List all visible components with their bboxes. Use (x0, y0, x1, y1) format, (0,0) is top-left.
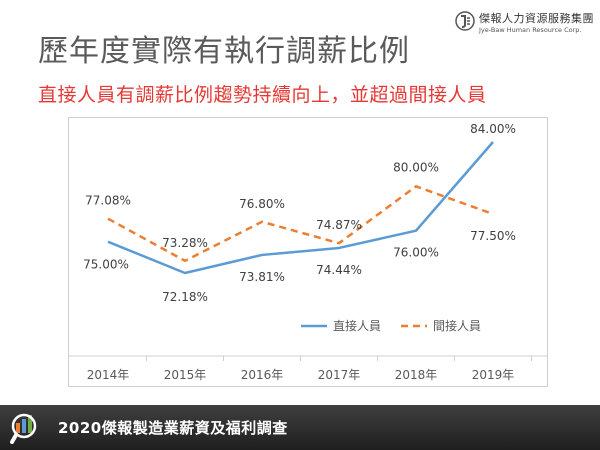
x-tick-label: 2015年 (164, 368, 207, 382)
series-line-indirect (107, 185, 494, 263)
chart-container: 2014年 2015年 2016年 2017年 2018年 2019年 75.00% 72.1… (68, 117, 548, 387)
magnifier-chart-icon (10, 413, 37, 444)
data-label-indirect: 73.28% (162, 236, 208, 250)
x-tick-label: 2018年 (395, 368, 438, 382)
data-label-direct: 76.00% (393, 246, 439, 260)
brand-mark-icon (455, 11, 475, 31)
x-tick-label: 2019年 (472, 368, 515, 382)
data-label-indirect: 77.08% (85, 194, 131, 208)
data-label-indirect: 76.80% (239, 197, 285, 211)
data-label-indirect: 77.50% (470, 229, 516, 243)
x-tick-label: 2016年 (241, 368, 284, 382)
footer-bar: 2020傑報製造業薪資及福利調查 (0, 405, 600, 450)
data-label-indirect: 74.87% (316, 218, 362, 232)
data-label-direct: 75.00% (83, 258, 129, 272)
data-label-direct: 74.44% (316, 263, 362, 277)
footer-survey-title: 2020傑報製造業薪資及福利調查 (58, 419, 288, 437)
legend-label-indirect: 間接人員 (433, 318, 481, 333)
data-label-direct: 72.18% (162, 290, 208, 304)
brand-english-name: Jye-Baw Human Resource Corp. (479, 26, 582, 34)
page-subtitle: 直接人員有調薪比例趨勢持續向上，並超過間接人員 (38, 84, 487, 106)
page-title: 歷年度實際有執行調薪比例 (38, 34, 410, 69)
data-label-direct: 73.81% (239, 270, 285, 284)
brand-logo: 傑報人力資源服務集團 Jye-Baw Human Resource Corp. (455, 8, 595, 42)
line-chart: 2014年 2015年 2016年 2017年 2018年 2019年 75.00% 72.1… (69, 122, 547, 382)
data-label-indirect: 80.00% (393, 160, 439, 174)
data-label-direct: 84.00% (470, 122, 516, 136)
brand-name: 傑報人力資源服務集團 (479, 12, 594, 25)
series-line-direct (107, 141, 494, 275)
x-tick-label: 2014年 (87, 368, 130, 382)
x-tick-label: 2017年 (318, 368, 361, 382)
legend-label-direct: 直接人員 (333, 318, 381, 333)
